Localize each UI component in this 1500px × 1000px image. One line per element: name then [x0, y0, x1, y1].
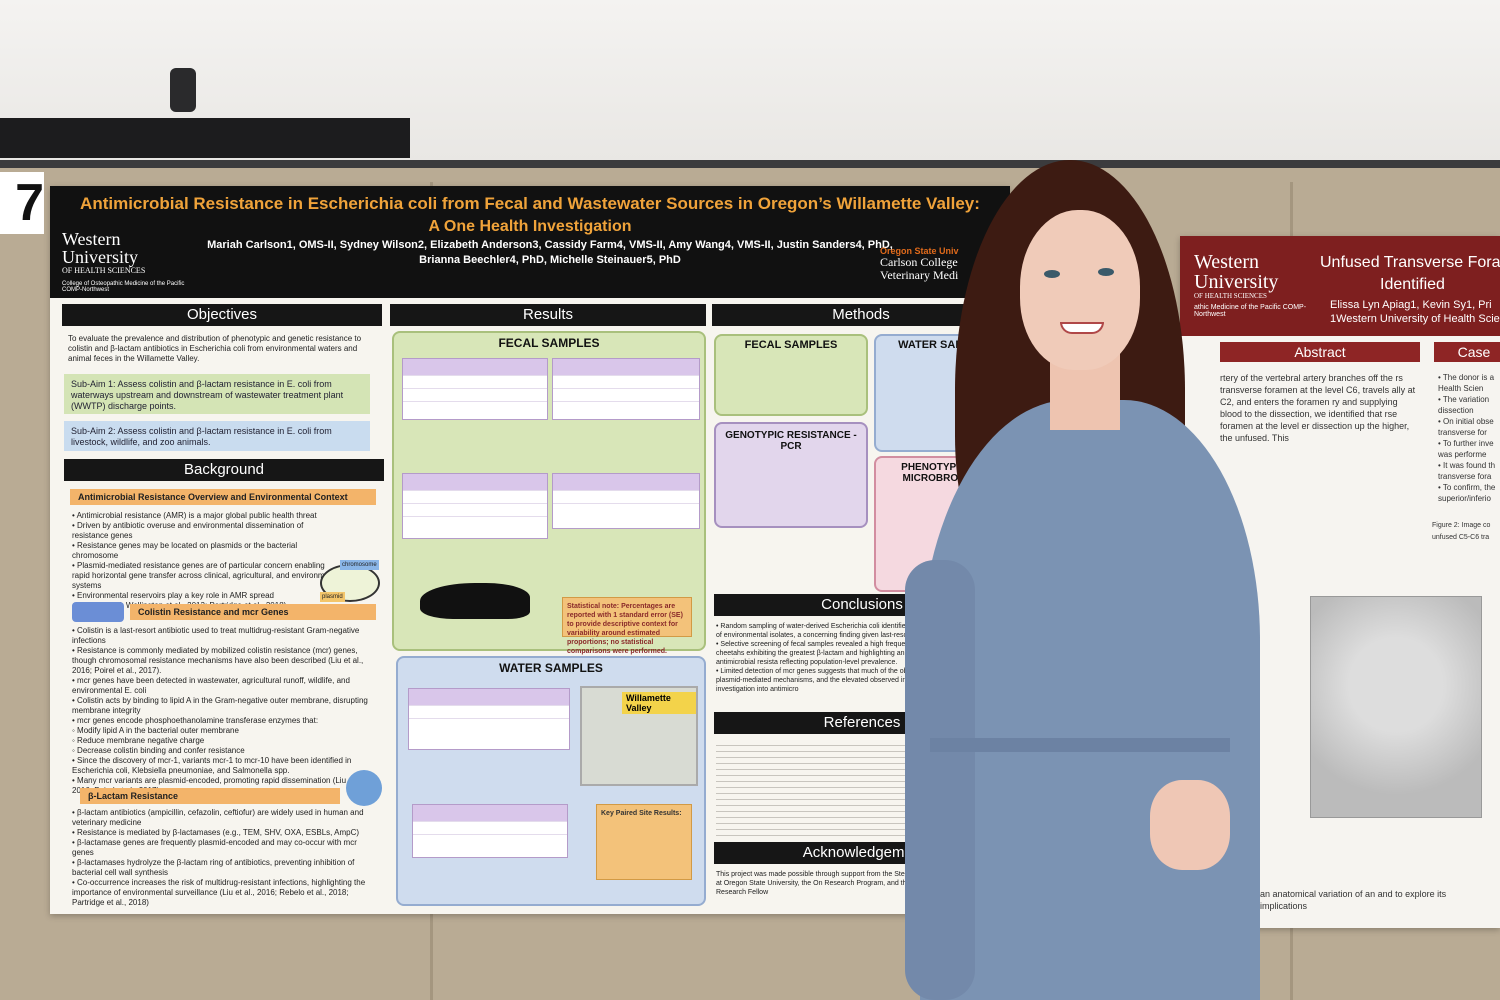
logo-college: College of Osteopathic Medicine of the P… — [62, 281, 185, 293]
key-paired-results: Key Paired Site Results: — [596, 804, 692, 880]
label-chromosome: chromosome — [340, 560, 379, 570]
person-eye-right — [1098, 268, 1114, 276]
ceiling-camera — [170, 68, 196, 112]
bg-heading-colistin: Colistin Resistance and mcr Genes — [130, 604, 376, 620]
objectives-heading: Objectives — [62, 304, 382, 326]
water-samples-panel: WATER SAMPLES Willamette Valley Key Pair… — [396, 656, 706, 906]
bg-heading-amr: Antimicrobial Resistance Overview and En… — [70, 489, 376, 505]
second-poster-title: Unfused Transverse Fora Identified — [1320, 252, 1500, 296]
logo-college: athic Medicine of the Pacific COMP-North… — [1194, 304, 1307, 318]
methods-fecal-title: FECAL SAMPLES — [744, 339, 838, 351]
title-line-2: Identified — [1380, 276, 1445, 293]
water-samples-title: WATER SAMPLES — [499, 661, 603, 675]
sub-aim-2: Sub-Aim 2: Assess colistin and β-lactam … — [64, 421, 370, 451]
background-heading: Background — [64, 459, 384, 481]
logo-name-2: University — [62, 247, 138, 267]
person-smile — [1060, 322, 1104, 334]
osu-name: Oregon State Univ — [880, 246, 959, 256]
abstract-heading: Abstract — [1220, 342, 1420, 362]
statistical-note: Statistical note: Percentages are report… — [562, 597, 692, 655]
person-dress — [920, 400, 1260, 1000]
water-table-1 — [408, 688, 570, 750]
logo-name-2: University — [1194, 271, 1279, 293]
water-table-2 — [412, 804, 568, 858]
affiliation-line: 1Western University of Health Scie — [1330, 313, 1500, 325]
cheetah-silhouette — [420, 583, 530, 619]
fecal-table-4 — [552, 473, 700, 529]
methods-heading: Methods — [712, 304, 1010, 326]
booth-number: 7 — [0, 172, 44, 234]
objectives-text: To evaluate the prevalence and distribut… — [68, 334, 362, 363]
fecal-table-3 — [402, 473, 548, 539]
dna-icon — [72, 602, 124, 622]
methods-genotypic-panel: GENOTYPIC RESISTANCE - PCR — [714, 422, 868, 528]
abstract-text: rtery of the vertebral artery branches o… — [1220, 373, 1416, 443]
acknowledgements-text: This project was made possible through s… — [716, 871, 1000, 896]
bacteria-icon — [346, 770, 382, 806]
footer-text: an anatomical variation of an and to exp… — [1260, 889, 1447, 911]
bg-bullets-betalactam: • β-lactam antibiotics (ampicillin, cefa… — [72, 808, 366, 907]
methods-phenotypic-title: PHENOTYPIC RE MICROBROTH D — [901, 462, 983, 484]
fecal-table-1 — [402, 358, 548, 420]
logo-subtitle: OF HEALTH SCIENCES — [1194, 292, 1267, 300]
sub-aim-1: Sub-Aim 1: Assess colistin and β-lactam … — [64, 374, 370, 414]
key-paired-title: Key Paired Site Results: — [601, 810, 682, 817]
oregon-state-logo: Oregon State Univ Carlson College Veteri… — [880, 246, 1010, 296]
person-belt — [930, 738, 1230, 752]
title-line-1: Unfused Transverse Fora — [1320, 254, 1500, 271]
western-university-logo: Western University OF HEALTH SCIENCES Co… — [62, 229, 192, 293]
authors-line-2: Brianna Beechler4, PhD, Michelle Steinau… — [419, 254, 681, 266]
willamette-map: Willamette Valley — [580, 686, 698, 786]
anatomy-figure — [1310, 596, 1482, 818]
authors-line: Elissa Lyn Apiag1, Kevin Sy1, Pri — [1330, 299, 1492, 311]
case-heading: Case — [1434, 342, 1500, 362]
light-fixture — [0, 118, 410, 158]
second-poster-logo: Western University OF HEALTH SCIENCES at… — [1194, 252, 1314, 318]
figure-caption: Figure 2: Image co unfused C5-C6 tra — [1432, 522, 1491, 541]
person-left-arm — [905, 560, 975, 1000]
poster-title: Antimicrobial Resistance in Escherichia … — [80, 194, 980, 213]
main-poster: Antimicrobial Resistance in Escherichia … — [50, 186, 1010, 914]
bg-heading-betalactam: β-Lactam Resistance — [80, 788, 340, 804]
case-text: • The donor is a Health Scien • The vari… — [1438, 373, 1496, 503]
fecal-samples-title: FECAL SAMPLES — [498, 336, 600, 350]
poster-authors: Mariah Carlson1, OMS-II, Sydney Wilson2,… — [200, 238, 900, 268]
person-face — [1020, 210, 1140, 370]
label-plasmid: plasmid — [320, 592, 345, 602]
osu-college-2: Veterinary Medi — [880, 268, 959, 282]
person-eye-left — [1044, 270, 1060, 278]
logo-subtitle: OF HEALTH SCIENCES — [62, 266, 146, 275]
person-hand-on-hip — [1150, 780, 1230, 870]
logo-name: Western — [1194, 251, 1260, 273]
authors-line-1: Mariah Carlson1, OMS-II, Sydney Wilson2,… — [207, 239, 893, 251]
fecal-table-2 — [552, 358, 700, 420]
second-poster-authors: Elissa Lyn Apiag1, Kevin Sy1, Pri 1Weste… — [1330, 298, 1500, 326]
results-heading: Results — [390, 304, 706, 326]
bg-bullets-amr: • Antimicrobial resistance (AMR) is a ma… — [72, 511, 342, 610]
osu-college: Carlson College — [880, 255, 958, 269]
second-poster-header: Western University OF HEALTH SCIENCES at… — [1180, 236, 1500, 336]
map-label: Willamette Valley — [622, 692, 696, 714]
poster-header: Antimicrobial Resistance in Escherichia … — [50, 186, 1010, 298]
bg-bullets-colistin: • Colistin is a last-resort antibiotic u… — [72, 626, 368, 795]
fecal-samples-panel: FECAL SAMPLES Statistical note: Percenta… — [392, 331, 706, 655]
logo-name: Western — [62, 229, 121, 249]
methods-fecal-panel: FECAL SAMPLES — [714, 334, 868, 416]
methods-genotypic-title: GENOTYPIC RESISTANCE - PCR — [725, 430, 857, 452]
poster-subtitle: A One Health Investigation — [428, 218, 632, 235]
